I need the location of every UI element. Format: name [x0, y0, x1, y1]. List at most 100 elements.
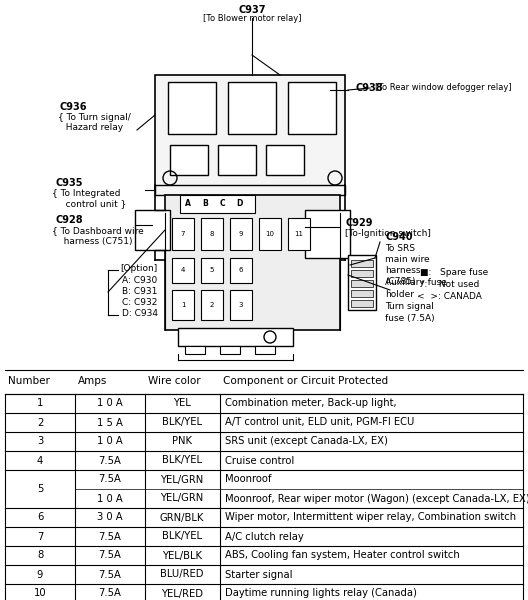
Text: C936: C936 [60, 102, 88, 112]
Text: (C785): (C785) [385, 277, 416, 286]
Text: 10: 10 [34, 589, 46, 599]
Text: fuse (7.5A): fuse (7.5A) [385, 314, 435, 323]
Text: YEL/RED: YEL/RED [161, 589, 203, 599]
Text: 6: 6 [37, 512, 43, 523]
Text: To SRS: To SRS [385, 244, 415, 253]
Bar [348, 255, 376, 310]
Text: [To Blower motor relay]: [To Blower motor relay] [203, 14, 301, 23]
Text: 1 0 A: 1 0 A [97, 493, 123, 503]
Text: 7: 7 [181, 231, 185, 237]
Text: C937: C937 [238, 5, 266, 15]
Text: A/T control unit, ELD unit, PGM-FI ECU: A/T control unit, ELD unit, PGM-FI ECU [225, 418, 414, 427]
Bar [180, 195, 255, 213]
Text: [Option]: [Option] [120, 264, 157, 273]
Text: 11: 11 [295, 231, 304, 237]
Text: 3: 3 [239, 302, 243, 308]
Text: ■:   Spare fuse: ■: Spare fuse [420, 268, 488, 277]
Bar [230, 258, 252, 283]
Text: 6: 6 [239, 267, 243, 273]
Text: control unit }: control unit } [57, 199, 126, 208]
Text: PNK: PNK [172, 437, 192, 446]
Bar [201, 218, 223, 250]
Bar [170, 145, 208, 175]
Bar [185, 346, 205, 354]
Text: { To Dashboard wire: { To Dashboard wire [52, 226, 144, 235]
Text: 5: 5 [37, 484, 43, 494]
Bar [220, 346, 240, 354]
Text: C940: C940 [385, 232, 412, 242]
Text: ABS, Cooling fan system, Heater control switch: ABS, Cooling fan system, Heater control … [225, 551, 460, 560]
Text: [To Rear window defogger relay]: [To Rear window defogger relay] [375, 83, 512, 92]
Text: A/C clutch relay: A/C clutch relay [225, 532, 304, 541]
Bar [255, 346, 275, 354]
Text: { To Integrated: { To Integrated [52, 189, 120, 198]
Text: harness: harness [385, 266, 420, 275]
Bar [172, 290, 194, 320]
Text: D: D [236, 199, 242, 208]
Text: 7: 7 [37, 532, 43, 541]
Text: YEL/GRN: YEL/GRN [161, 475, 204, 485]
Bar [351, 290, 373, 297]
Text: SRS unit (except Canada-LX, EX): SRS unit (except Canada-LX, EX) [225, 437, 388, 446]
Text: 7.5A: 7.5A [99, 455, 121, 466]
Bar [266, 145, 304, 175]
Text: 7.5A: 7.5A [99, 589, 121, 599]
Text: 7.5A: 7.5A [99, 551, 121, 560]
Text: Wire color: Wire color [148, 376, 201, 386]
Text: Turn signal: Turn signal [385, 302, 434, 311]
Bar [165, 195, 340, 330]
Text: [To-Ignition switch]: [To-Ignition switch] [345, 229, 431, 238]
Text: harness (C751): harness (C751) [55, 237, 133, 246]
Text: Combination meter, Back-up light,: Combination meter, Back-up light, [225, 398, 397, 409]
Text: 4: 4 [37, 455, 43, 466]
Text: main wire: main wire [385, 255, 430, 264]
Bar [201, 290, 223, 320]
Text: Auxiliary fuse: Auxiliary fuse [385, 278, 447, 287]
Text: Component or Circuit Protected: Component or Circuit Protected [223, 376, 388, 386]
Text: Number: Number [8, 376, 50, 386]
Text: 2: 2 [210, 302, 214, 308]
Text: 3 0 A: 3 0 A [97, 512, 123, 523]
Text: B: B [202, 199, 208, 208]
Text: holder: holder [385, 290, 414, 299]
Text: Cruise control: Cruise control [225, 455, 294, 466]
Bar [155, 185, 345, 195]
Bar [172, 258, 194, 283]
Bar [178, 328, 293, 346]
Text: A: A [185, 199, 191, 208]
Bar [288, 82, 336, 134]
Text: *:    Not used: *: Not used [420, 280, 479, 289]
Text: C928: C928 [55, 215, 82, 225]
Bar [259, 218, 281, 250]
Text: YEL: YEL [173, 398, 191, 409]
Text: B: C931: B: C931 [122, 287, 157, 296]
Text: 2: 2 [37, 418, 43, 427]
Bar [351, 280, 373, 287]
Text: 9: 9 [37, 569, 43, 580]
Bar [351, 260, 373, 267]
Text: Hazard relay: Hazard relay [60, 123, 123, 132]
Bar [155, 75, 345, 190]
Bar [168, 82, 216, 134]
Text: 5: 5 [210, 267, 214, 273]
Bar [230, 218, 252, 250]
Text: BLU/RED: BLU/RED [161, 569, 204, 580]
Text: Wiper motor, Intermittent wiper relay, Combination switch: Wiper motor, Intermittent wiper relay, C… [225, 512, 516, 523]
Text: 10: 10 [266, 231, 275, 237]
Bar [172, 218, 194, 250]
Text: C: C [219, 199, 225, 208]
Text: BLK/YEL: BLK/YEL [162, 455, 202, 466]
Text: BLK/YEL: BLK/YEL [162, 532, 202, 541]
Text: 7.5A: 7.5A [99, 532, 121, 541]
Text: Amps: Amps [78, 376, 107, 386]
Bar [305, 210, 350, 258]
Text: 1: 1 [181, 302, 185, 308]
Text: D: C934: D: C934 [122, 309, 158, 318]
Bar [201, 258, 223, 283]
Text: 4: 4 [181, 267, 185, 273]
Text: Daytime running lights relay (Canada): Daytime running lights relay (Canada) [225, 589, 417, 599]
Text: { To Turn signal/: { To Turn signal/ [58, 113, 131, 122]
Bar [351, 270, 373, 277]
Text: 8: 8 [210, 231, 214, 237]
Text: Moonroof: Moonroof [225, 475, 271, 485]
